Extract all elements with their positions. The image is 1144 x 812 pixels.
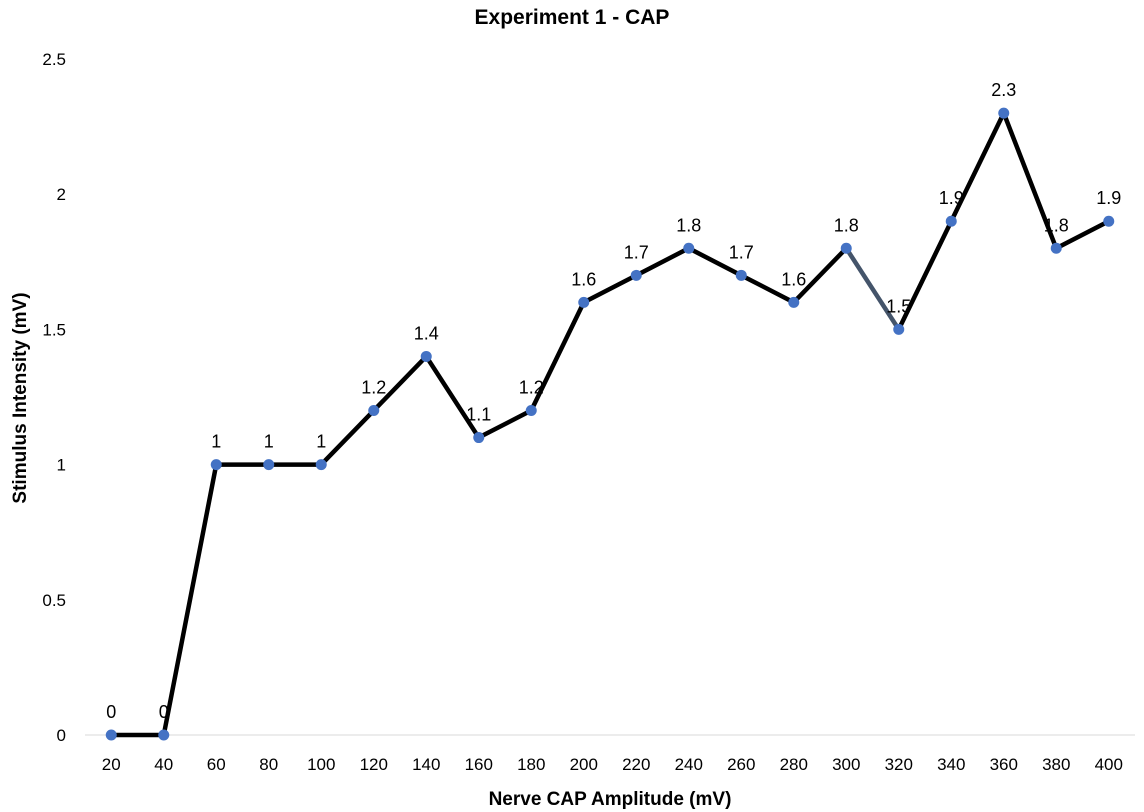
line-segment: [529, 300, 586, 413]
data-point: [105, 729, 117, 741]
data-labels: 0 0 1 1 1 1.2 1.4 1.1 1.2 1.6 1.7 1.8 1.7 1.6 1.8 1.5 1.…: [106, 80, 1121, 722]
y-tick-label: 0: [57, 726, 66, 745]
y-tick-label: 0.5: [42, 591, 66, 610]
x-tick-label: 280: [780, 755, 808, 774]
x-tick-label: 220: [622, 755, 650, 774]
data-point: [368, 405, 380, 417]
x-tick-label: 60: [207, 755, 226, 774]
data-label: 1: [264, 432, 274, 452]
data-label: 1.8: [676, 215, 701, 235]
data-point: [158, 729, 170, 741]
data-label: 1.5: [886, 296, 911, 316]
data-point: [525, 405, 537, 417]
data-label: 0: [106, 702, 116, 722]
data-label: 1.2: [519, 378, 544, 398]
data-point: [630, 269, 642, 281]
x-tick-label: 20: [102, 755, 121, 774]
data-point: [998, 107, 1010, 119]
data-point: [1050, 242, 1062, 254]
x-tick-label: 160: [465, 755, 493, 774]
y-tick-label: 1.5: [42, 320, 66, 339]
y-axis-title: Stimulus Intensity (mV): [10, 292, 31, 503]
data-label: 1: [316, 432, 326, 452]
x-axis-ticks: 20 40 60 80 100 120 140 160 180 200 220 240 260 280 30…: [102, 755, 1123, 774]
x-tick-label: 180: [517, 755, 545, 774]
series-line: [109, 110, 1111, 738]
x-tick-label: 260: [727, 755, 755, 774]
series-points: [105, 107, 1115, 741]
data-point: [420, 350, 432, 362]
x-tick-label: 200: [570, 755, 598, 774]
data-point: [210, 459, 222, 471]
data-label: 1: [211, 432, 221, 452]
line-segment: [1001, 110, 1059, 251]
data-label: 1.7: [624, 242, 649, 262]
y-tick-label: 2: [57, 185, 66, 204]
data-point: [1103, 215, 1115, 227]
x-tick-label: 320: [885, 755, 913, 774]
data-point: [578, 296, 590, 308]
y-tick-label: 1: [57, 456, 66, 475]
data-label: 1.8: [1044, 215, 1069, 235]
data-point: [473, 432, 485, 444]
data-label: 1.9: [939, 188, 964, 208]
line-segment: [844, 246, 901, 332]
x-tick-label: 360: [990, 755, 1018, 774]
line-segment: [791, 246, 849, 305]
data-label: 0: [159, 702, 169, 722]
line-segment: [581, 273, 639, 305]
x-tick-label: 300: [832, 755, 860, 774]
x-tick-label: 40: [154, 755, 173, 774]
line-segment: [739, 273, 796, 305]
x-tick-label: 240: [675, 755, 703, 774]
y-axis-ticks: 0 0.5 1 1.5 2 2.5: [42, 50, 66, 745]
line-segment: [896, 218, 954, 332]
x-tick-label: 340: [937, 755, 965, 774]
line-segment: [371, 354, 429, 413]
x-axis-title: Nerve CAP Amplitude (mV): [489, 789, 732, 810]
data-label: 1.2: [361, 378, 386, 398]
line-segment: [424, 354, 481, 440]
data-label: 1.9: [1096, 188, 1121, 208]
chart-title: Experiment 1 - CAP: [474, 6, 670, 29]
line-segment: [634, 246, 691, 278]
x-tick-label: 120: [360, 755, 388, 774]
data-point: [788, 296, 800, 308]
data-point: [840, 242, 852, 254]
x-tick-label: 140: [412, 755, 440, 774]
line-segment: [949, 110, 1006, 224]
x-tick-label: 80: [259, 755, 278, 774]
data-label: 1.6: [571, 269, 596, 289]
data-label: 1.7: [729, 242, 754, 262]
line-segment: [1054, 218, 1111, 251]
x-tick-label: 380: [1042, 755, 1070, 774]
data-point: [315, 459, 327, 471]
line-segment: [686, 246, 744, 278]
data-point: [263, 459, 275, 471]
x-tick-label: 400: [1095, 755, 1123, 774]
line-segment: [476, 408, 534, 440]
data-label: 1.8: [834, 215, 859, 235]
line-segment: [161, 462, 219, 738]
data-point: [945, 215, 957, 227]
data-point: [893, 323, 905, 335]
line-segment: [319, 408, 376, 467]
data-point: [683, 242, 695, 254]
data-label: 1.4: [414, 323, 439, 343]
y-tick-label: 2.5: [42, 50, 66, 69]
data-label: 1.6: [781, 269, 806, 289]
data-label: 2.3: [991, 80, 1016, 100]
data-point: [735, 269, 747, 281]
x-tick-label: 100: [307, 755, 335, 774]
data-label: 1.1: [466, 405, 491, 425]
